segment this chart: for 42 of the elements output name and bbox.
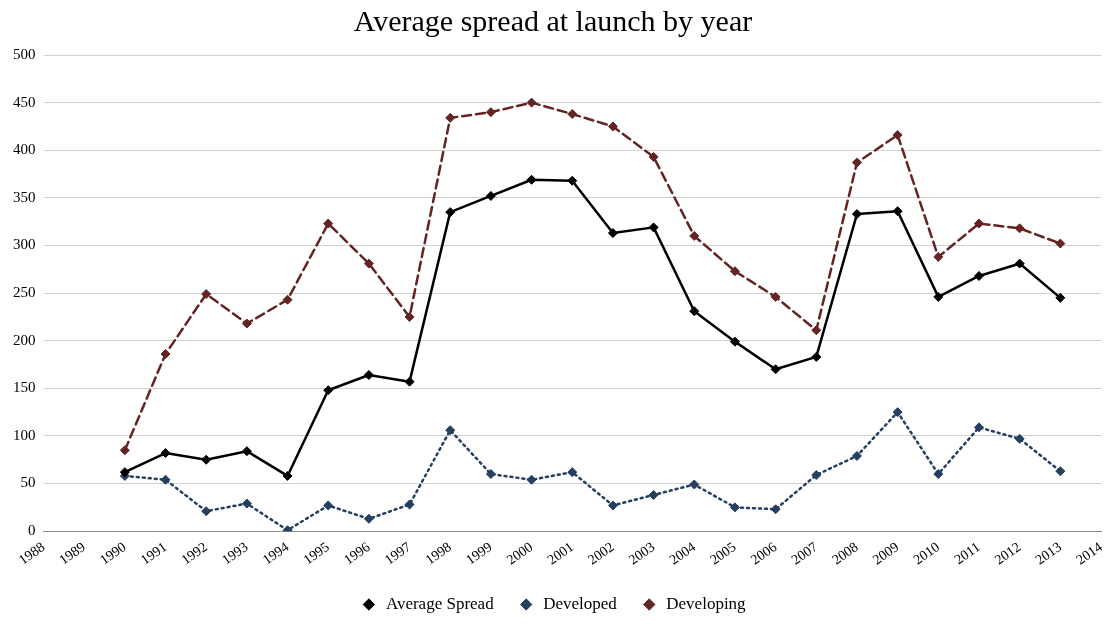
x-tick-label: 1989 bbox=[56, 539, 89, 568]
x-tick-label: 1994 bbox=[259, 539, 292, 568]
x-tick-label: 2002 bbox=[585, 539, 617, 568]
x-tick-label: 2001 bbox=[544, 539, 577, 568]
legend-label: Developing bbox=[666, 593, 747, 613]
y-tick-label: 0 bbox=[28, 522, 36, 539]
y-tick-label: 150 bbox=[13, 379, 36, 396]
x-tick-label: 2000 bbox=[503, 539, 536, 568]
legend-label: Average Spread bbox=[385, 593, 495, 613]
y-tick-label: 300 bbox=[13, 236, 36, 253]
chart-title: Average spread at launch by year bbox=[353, 3, 753, 37]
y-tick-label: 400 bbox=[13, 141, 36, 158]
x-tick-label: 2009 bbox=[869, 539, 902, 568]
x-tick-label: 2006 bbox=[747, 539, 780, 568]
legend-label: Developed bbox=[543, 593, 618, 613]
x-tick-label: 2005 bbox=[707, 539, 739, 568]
x-tick-label: 2008 bbox=[829, 539, 861, 568]
x-tick-label: 2013 bbox=[1032, 539, 1065, 568]
y-tick-label: 50 bbox=[20, 474, 36, 491]
x-tick-label: 2011 bbox=[951, 539, 983, 568]
x-tick-label: 1999 bbox=[463, 539, 495, 568]
x-tick-label: 2003 bbox=[625, 539, 658, 568]
y-tick-label: 250 bbox=[13, 284, 36, 301]
x-tick-label: 2010 bbox=[910, 539, 943, 568]
x-tick-label: 1990 bbox=[97, 539, 129, 568]
x-tick-label: 1991 bbox=[137, 539, 170, 568]
x-tick-label: 1998 bbox=[422, 539, 455, 568]
x-tick-label: 1997 bbox=[381, 539, 414, 568]
x-tick-label: 1995 bbox=[300, 539, 333, 568]
y-tick-label: 200 bbox=[13, 331, 36, 348]
y-tick-label: 100 bbox=[13, 426, 36, 443]
x-tick-label: 2012 bbox=[991, 539, 1024, 568]
x-tick-label: 1996 bbox=[341, 539, 373, 568]
x-tick-label: 2007 bbox=[788, 539, 821, 568]
x-tick-label: 2004 bbox=[666, 539, 699, 568]
x-tick-label: 1993 bbox=[219, 539, 251, 568]
x-tick-label: 1988 bbox=[15, 539, 48, 568]
y-tick-label: 350 bbox=[13, 188, 36, 205]
y-tick-label: 500 bbox=[13, 45, 36, 62]
x-tick-label: 2014 bbox=[1073, 539, 1105, 568]
x-tick-label: 1992 bbox=[178, 539, 211, 568]
y-tick-label: 450 bbox=[13, 93, 36, 110]
